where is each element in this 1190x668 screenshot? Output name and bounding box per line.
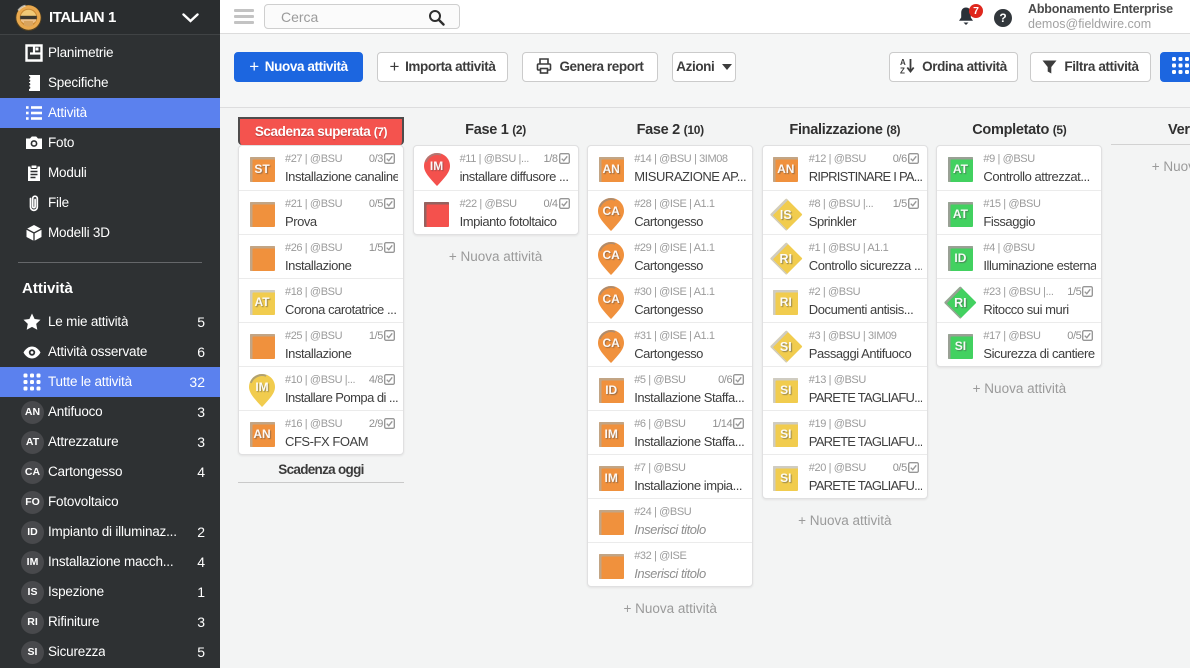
svg-text:Z: Z [900, 67, 905, 75]
svg-text:A: A [900, 58, 906, 67]
